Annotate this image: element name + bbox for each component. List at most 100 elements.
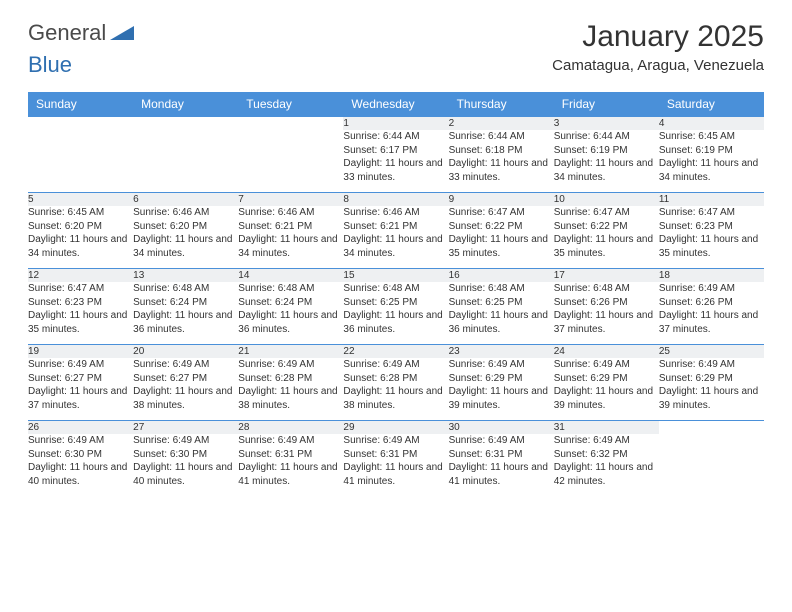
sunrise-text: Sunrise: 6:46 AM [133, 207, 209, 218]
day-detail-cell: Sunrise: 6:48 AM Sunset: 6:25 PM Daylight:… [449, 282, 554, 344]
day-detail-cell: Sunrise: 6:47 AMSunset: 6:22 PMDaylight:… [449, 206, 554, 268]
day-number-cell: 16 [449, 268, 554, 282]
day-detail-cell [659, 434, 764, 496]
day-number-cell: 17 [554, 268, 659, 282]
day-number-cell [659, 420, 764, 434]
day-detail-row: Sunrise: 6:45 AMSunset: 6:20 PMDaylight:… [28, 206, 764, 268]
weekday-header: Saturday [659, 92, 764, 117]
sunrise-text: Sunrise: 6:49 AM [238, 359, 314, 370]
sunset-text: Sunset: 6:22 PM [449, 221, 523, 232]
sunrise-text: Sunrise: 6:45 AM [28, 207, 104, 218]
day-number-cell: 13 [133, 268, 238, 282]
sunset-text: Sunset: 6:27 PM [28, 373, 102, 384]
daylight-text: Daylight: 11 hours and 36 minutes. [449, 310, 548, 335]
sunset-text: Sunset: 6:22 PM [554, 221, 628, 232]
sunrise-text: Sunrise: 6:48 AM [133, 283, 209, 294]
sunrise-text: Sunrise: 6:46 AM [343, 207, 419, 218]
sunrise-text: Sunrise: 6:49 AM [343, 359, 419, 370]
sunset-text: Sunset: 6:29 PM [659, 373, 733, 384]
day-detail-cell: Sunrise: 6:49 AMSunset: 6:27 PMDaylight:… [133, 358, 238, 420]
sunset-text: Sunset: 6:24 PM [133, 297, 207, 308]
daylight-text: Daylight: 11 hours and 41 minutes. [449, 462, 548, 487]
sunset-text: Sunset: 6:21 PM [238, 221, 312, 232]
month-title: January 2025 [552, 20, 764, 55]
day-detail-cell: Sunrise: 6:49 AMSunset: 6:29 PMDaylight:… [659, 358, 764, 420]
daylight-text: Daylight: 11 hours and 38 minutes. [343, 386, 442, 411]
daylight-text: Daylight: 11 hours and 34 minutes. [28, 234, 127, 259]
day-detail-cell [133, 130, 238, 192]
day-number-cell: 19 [28, 344, 133, 358]
sunrise-text: Sunrise: 6:47 AM [554, 207, 630, 218]
day-detail-cell: Sunrise: 6:47 AMSunset: 6:23 PMDaylight:… [659, 206, 764, 268]
day-number-cell: 28 [238, 420, 343, 434]
sunrise-text: Sunrise: 6:47 AM [449, 207, 525, 218]
day-number-cell: 3 [554, 116, 659, 130]
sunset-text: Sunset: 6:19 PM [659, 145, 733, 156]
sunset-text: Sunset: 6:30 PM [133, 449, 207, 460]
daylight-text: Daylight: 11 hours and 33 minutes. [343, 158, 442, 183]
day-detail-cell: Sunrise: 6:49 AMSunset: 6:31 PMDaylight:… [238, 434, 343, 496]
day-number-cell [28, 116, 133, 130]
day-detail-cell: Sunrise: 6:46 AMSunset: 6:21 PMDaylight:… [343, 206, 448, 268]
sunrise-text: Sunrise: 6:44 AM [343, 131, 419, 142]
day-number-cell: 4 [659, 116, 764, 130]
day-detail-cell: Sunrise: 6:49 AMSunset: 6:30 PMDaylight:… [133, 434, 238, 496]
daylight-text: Daylight: 11 hours and 34 minutes. [554, 158, 653, 183]
day-number-cell: 7 [238, 192, 343, 206]
calendar-body: 1234Sunrise: 6:44 AM Sunset: 6:17 PM Dayli… [28, 116, 764, 496]
sunset-text: Sunset: 6:25 PM [449, 297, 523, 308]
day-number-row: 262728293031 [28, 420, 764, 434]
sunset-text: Sunset: 6:18 PM [449, 145, 523, 156]
day-detail-cell: Sunrise: 6:47 AMSunset: 6:23 PMDaylight:… [28, 282, 133, 344]
day-detail-cell: Sunrise: 6:49 AMSunset: 6:30 PMDaylight:… [28, 434, 133, 496]
daylight-text: Daylight: 11 hours and 37 minutes. [28, 386, 127, 411]
day-number-cell: 8 [343, 192, 448, 206]
sunrise-text: Sunrise: 6:48 AM [449, 283, 525, 294]
daylight-text: Daylight: 11 hours and 39 minutes. [449, 386, 548, 411]
day-number-cell: 20 [133, 344, 238, 358]
daylight-text: Daylight: 11 hours and 34 minutes. [343, 234, 442, 259]
sunrise-text: Sunrise: 6:49 AM [343, 435, 419, 446]
sunset-text: Sunset: 6:23 PM [659, 221, 733, 232]
day-number-cell: 23 [449, 344, 554, 358]
day-detail-cell: Sunrise: 6:46 AMSunset: 6:21 PMDaylight:… [238, 206, 343, 268]
daylight-text: Daylight: 11 hours and 42 minutes. [554, 462, 653, 487]
day-detail-cell: Sunrise: 6:49 AMSunset: 6:29 PMDaylight:… [554, 358, 659, 420]
sunset-text: Sunset: 6:28 PM [343, 373, 417, 384]
sunset-text: Sunset: 6:17 PM [343, 145, 417, 156]
daylight-text: Daylight: 11 hours and 41 minutes. [238, 462, 337, 487]
daylight-text: Daylight: 11 hours and 40 minutes. [28, 462, 127, 487]
sunrise-text: Sunrise: 6:48 AM [554, 283, 630, 294]
day-number-row: 567891011 [28, 192, 764, 206]
sunset-text: Sunset: 6:29 PM [449, 373, 523, 384]
day-detail-row: Sunrise: 6:49 AM Sunset: 6:27 PM Daylight:… [28, 358, 764, 420]
sunset-text: Sunset: 6:19 PM [554, 145, 628, 156]
day-number-cell: 29 [343, 420, 448, 434]
day-detail-cell: Sunrise: 6:48 AMSunset: 6:24 PMDaylight:… [238, 282, 343, 344]
day-number-cell: 31 [554, 420, 659, 434]
sunset-text: Sunset: 6:28 PM [238, 373, 312, 384]
sunrise-text: Sunrise: 6:44 AM [554, 131, 630, 142]
day-detail-row: Sunrise: 6:47 AMSunset: 6:23 PMDaylight:… [28, 282, 764, 344]
day-detail-cell: Sunrise: 6:48 AMSunset: 6:26 PMDaylight:… [554, 282, 659, 344]
day-number-cell [133, 116, 238, 130]
sunrise-text: Sunrise: 6:49 AM [449, 435, 525, 446]
day-detail-row: Sunrise: 6:44 AM Sunset: 6:17 PM Daylight:… [28, 130, 764, 192]
day-number-cell: 5 [28, 192, 133, 206]
day-detail-cell: Sunrise: 6:49 AMSunset: 6:28 PMDaylight:… [238, 358, 343, 420]
day-detail-cell: Sunrise: 6:48 AMSunset: 6:25 PMDaylight:… [343, 282, 448, 344]
sunset-text: Sunset: 6:25 PM [343, 297, 417, 308]
day-detail-cell: Sunrise: 6:44 AM Sunset: 6:19 PM Daylight:… [554, 130, 659, 192]
day-detail-cell [238, 130, 343, 192]
day-number-cell: 11 [659, 192, 764, 206]
day-detail-cell: Sunrise: 6:46 AMSunset: 6:20 PMDaylight:… [133, 206, 238, 268]
weekday-header: Monday [133, 92, 238, 117]
sunrise-text: Sunrise: 6:46 AM [238, 207, 314, 218]
sunrise-text: Sunrise: 6:49 AM [133, 359, 209, 370]
day-detail-cell: Sunrise: 6:44 AMSunset: 6:18 PMDaylight:… [449, 130, 554, 192]
day-number-row: 1234 [28, 116, 764, 130]
sunset-text: Sunset: 6:23 PM [28, 297, 102, 308]
day-number-cell: 24 [554, 344, 659, 358]
daylight-text: Daylight: 11 hours and 35 minutes. [28, 310, 127, 335]
title-block: January 2025 Camatagua, Aragua, Venezuel… [552, 20, 764, 74]
